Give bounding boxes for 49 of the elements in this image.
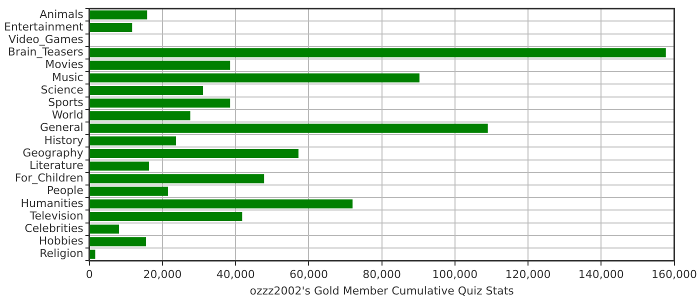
bar (90, 186, 168, 196)
x-tick-label: 0 (86, 268, 93, 282)
y-tick-label: Entertainment (4, 20, 84, 34)
y-tick-label: Religion (40, 247, 84, 260)
bar (90, 224, 119, 234)
y-tick-label: Hobbies (38, 234, 84, 248)
bar (90, 237, 146, 246)
y-tick-label: General (40, 121, 84, 134)
x-tick-label: 60,000 (289, 268, 328, 282)
bar (90, 10, 148, 20)
y-tick-label: People (46, 184, 84, 198)
bar (90, 212, 242, 222)
y-tick-label: Brain_Teasers (8, 46, 84, 59)
bar (90, 86, 204, 96)
x-tick-label: 160,000 (652, 268, 698, 282)
bar (90, 174, 264, 184)
y-tick-label: Humanities (20, 196, 84, 210)
y-tick-label: Sports (48, 96, 84, 109)
x-tick-label: 100,000 (432, 268, 478, 282)
y-tick-label: Animals (40, 8, 84, 21)
y-tick-label: Geography (22, 146, 84, 160)
bar (90, 98, 230, 108)
x-axis-title: ozzz2002's Gold Member Cumulative Quiz Stats (250, 284, 514, 298)
bar (90, 250, 96, 259)
x-tick-label: 140,000 (578, 268, 624, 282)
x-tick-label: 20,000 (143, 268, 182, 282)
y-tick-label: Science (40, 83, 84, 96)
y-tick-label: Movies (45, 58, 84, 72)
y-tick-label: For_Children (14, 172, 84, 185)
y-tick-label: World (52, 108, 84, 122)
y-tick-label: Music (52, 70, 84, 84)
y-tick-label: Celebrities (24, 222, 84, 235)
bar (90, 48, 666, 58)
bar (90, 73, 420, 82)
bar (90, 136, 176, 146)
y-tick-label: Literature (30, 158, 84, 172)
bar (90, 124, 488, 133)
x-tick-label: 120,000 (505, 268, 551, 282)
bar (90, 162, 149, 171)
bar (90, 199, 353, 208)
bar (90, 148, 298, 158)
bar (90, 60, 230, 70)
bar (90, 111, 190, 120)
x-tick-label: 40,000 (216, 268, 255, 282)
bar (90, 22, 132, 32)
x-tick-label: 80,000 (362, 268, 402, 282)
y-tick-label: History (44, 134, 84, 147)
y-tick-label: Television (28, 209, 84, 222)
y-tick-label: Video_Games (8, 32, 84, 46)
